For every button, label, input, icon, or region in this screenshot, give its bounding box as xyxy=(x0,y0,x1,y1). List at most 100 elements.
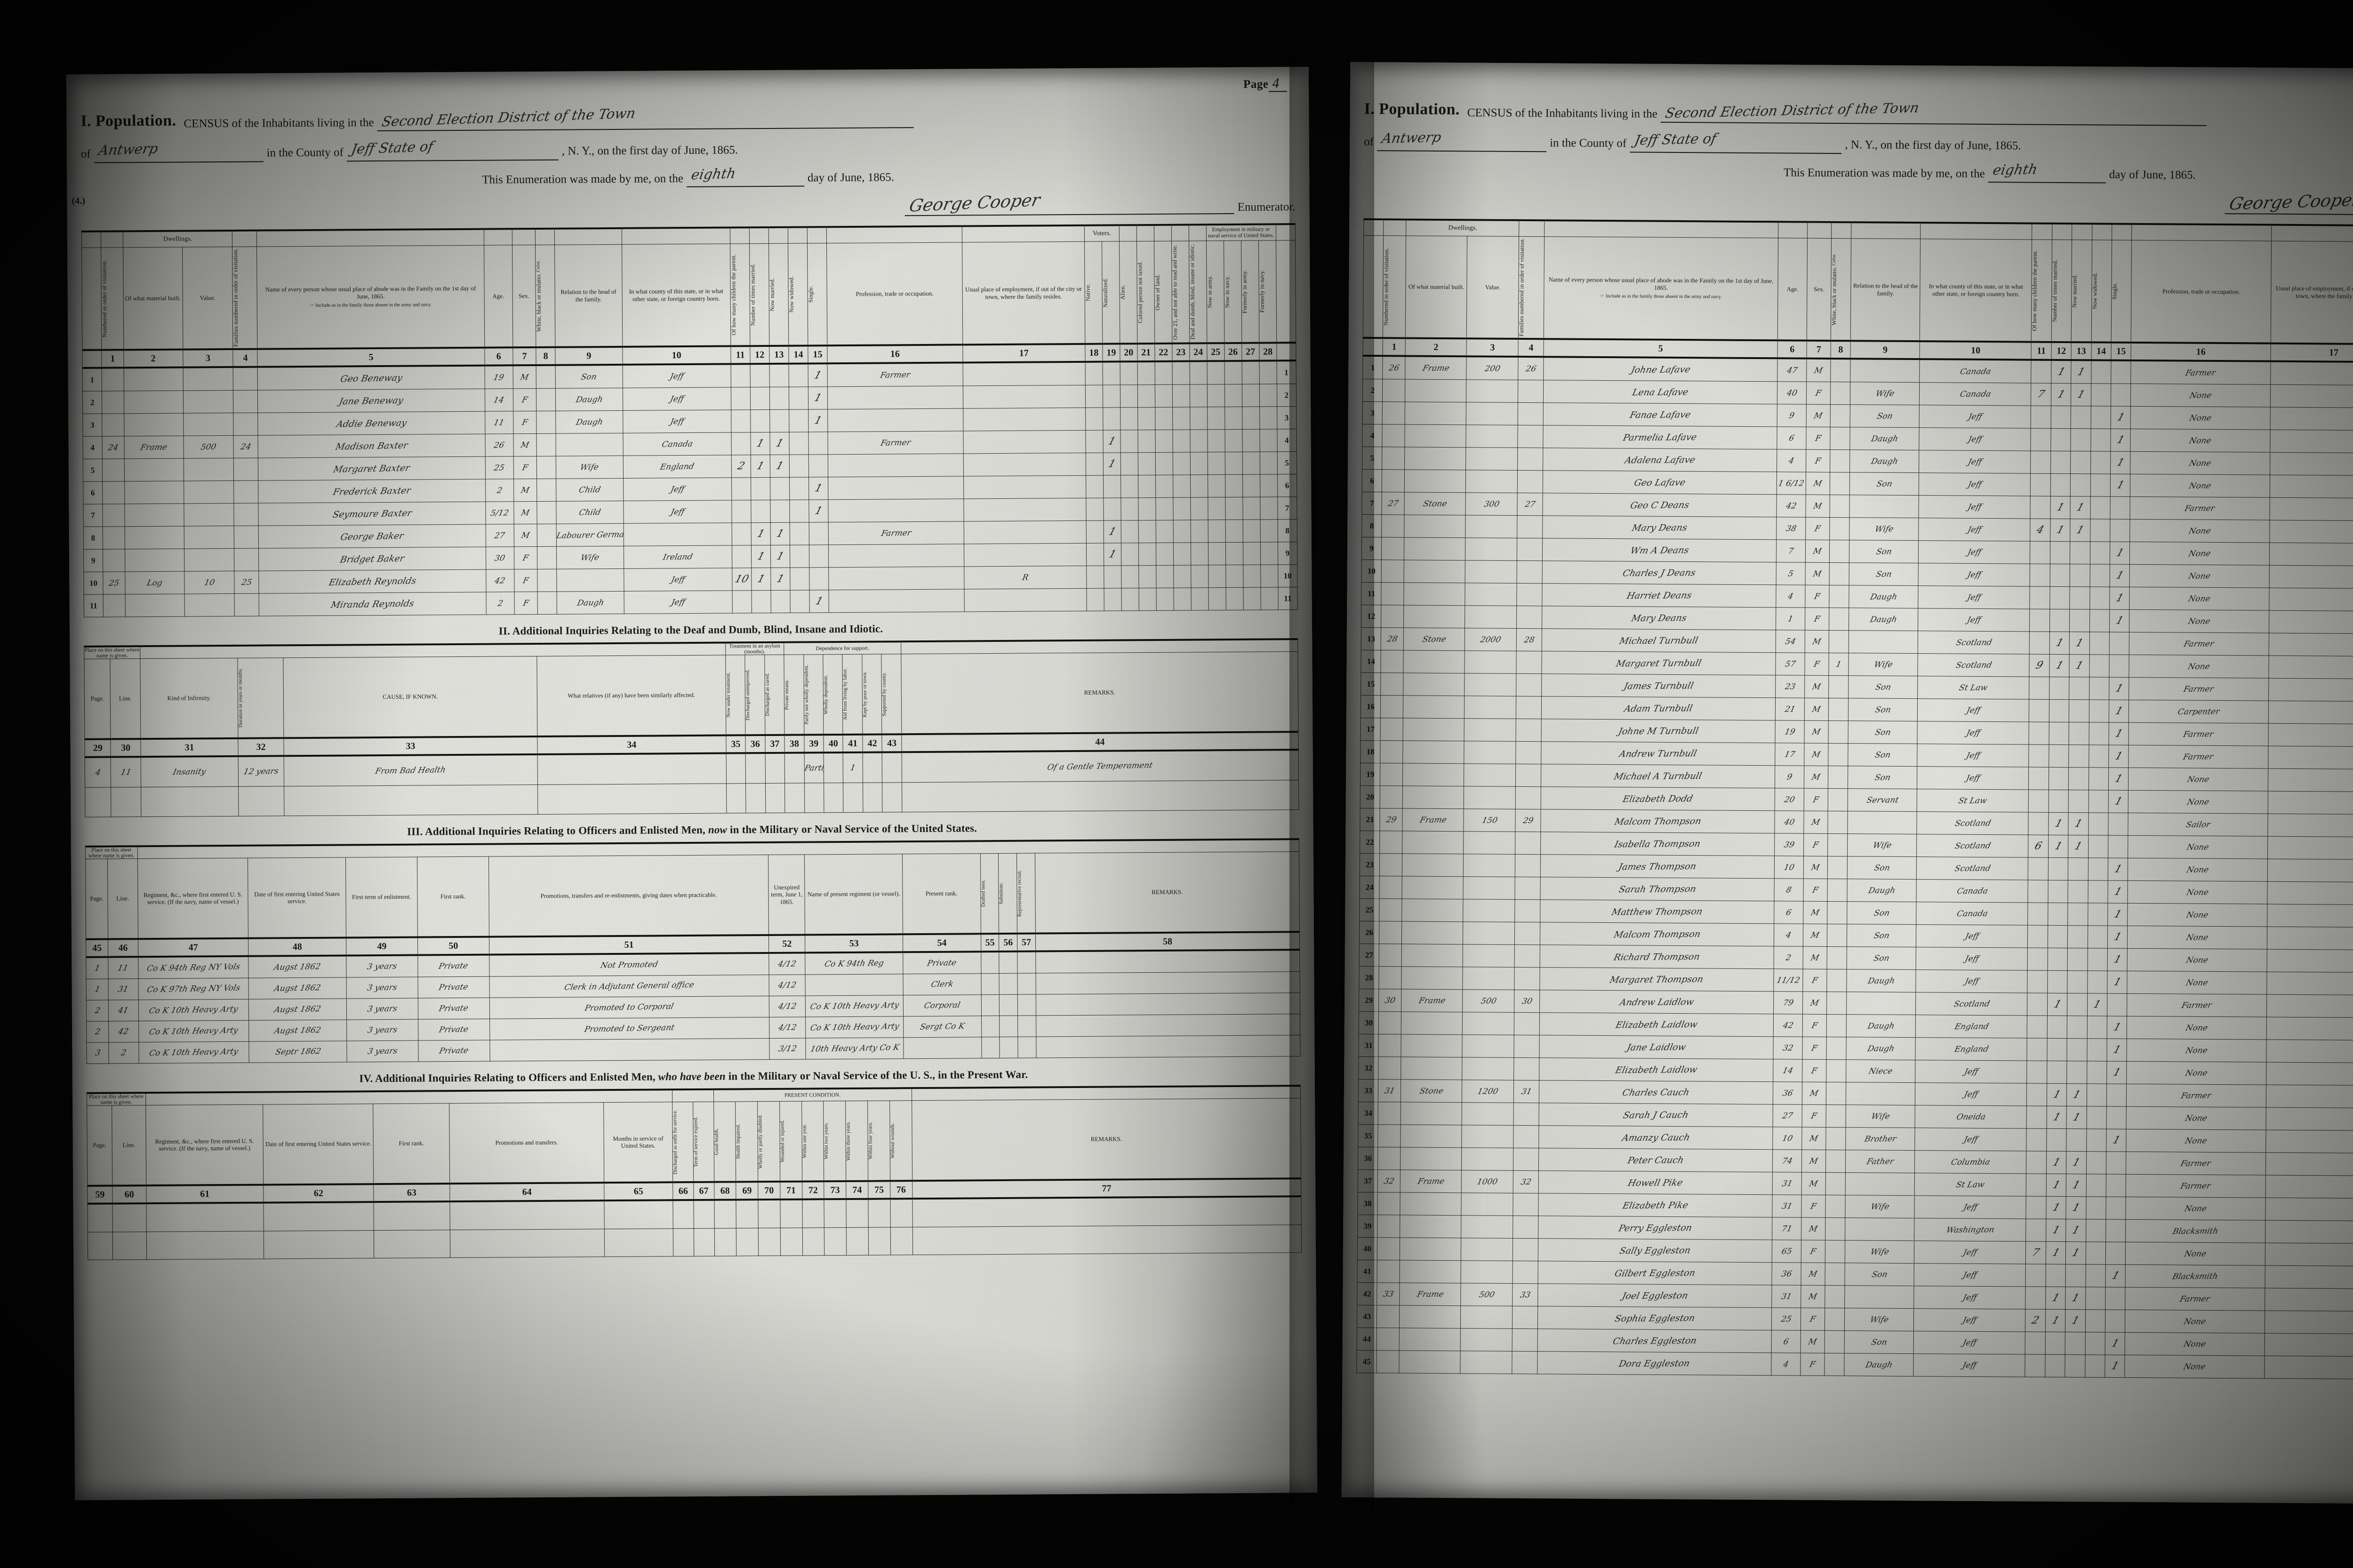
handwritten-entry: Fanae Lafave xyxy=(1629,409,1692,421)
colhead-50: First rank. xyxy=(417,856,489,937)
cell-widowed xyxy=(2087,1061,2107,1084)
cell-children xyxy=(2026,1219,2046,1242)
colhead-label-9: Relation to the head of the family. xyxy=(560,288,616,303)
handwritten-entry: Farmer xyxy=(2180,1159,2212,1168)
grp-blank-12 xyxy=(2072,224,2092,240)
cell-times: 1 xyxy=(751,545,771,568)
cell-c57 xyxy=(1017,951,1036,974)
cell-page xyxy=(85,787,112,817)
cell-single xyxy=(2110,519,2130,542)
colhead-69: Health impaired. xyxy=(735,1102,758,1182)
cell-sex: F xyxy=(1805,585,1830,608)
cell-family: 28 xyxy=(1516,628,1542,652)
cell-dwelling xyxy=(1379,898,1402,922)
cell-army xyxy=(1207,407,1225,430)
handwritten-entry: 31 xyxy=(1781,1201,1793,1211)
cell-material: Frame xyxy=(124,436,184,459)
cell-family xyxy=(1513,1148,1539,1171)
cell-sex: M xyxy=(1805,540,1830,563)
cell-family xyxy=(1518,402,1544,426)
cell-farnavy xyxy=(1260,497,1278,520)
cell-value xyxy=(1465,583,1517,606)
handwritten-entry: M xyxy=(519,372,530,383)
colnum-69: 69 xyxy=(736,1182,758,1200)
cell-color xyxy=(1825,1217,1846,1241)
cell-age: 31 xyxy=(1772,1195,1802,1218)
cell-sex: F xyxy=(514,592,538,615)
cell-single: 1 xyxy=(2108,768,2129,791)
handwritten-entry: M xyxy=(1810,908,1821,918)
cell-c55 xyxy=(981,1037,1000,1059)
cell-farnavy xyxy=(1259,407,1277,430)
cell-army xyxy=(1208,565,1226,588)
cell-regiment: Co K 94th Reg NY Vols xyxy=(138,956,249,979)
grp-blank-6 xyxy=(1807,222,1832,239)
colhead-label-45: Page. xyxy=(90,895,104,903)
colhead-22: Owner of land. xyxy=(1154,241,1172,344)
cell-times xyxy=(2048,925,2068,948)
cell-single: 1 xyxy=(2105,1332,2125,1355)
cell-married xyxy=(769,387,789,410)
colnum-53: 53 xyxy=(805,934,903,953)
cell-owner xyxy=(1155,452,1173,475)
handwritten-entry: Daugh xyxy=(1869,615,1898,624)
handwritten-entry: Daugh xyxy=(1866,1021,1896,1031)
cell-illit xyxy=(1173,475,1191,498)
cell-times xyxy=(2049,609,2070,632)
handwritten-entry: 1 xyxy=(2050,1224,2061,1237)
handwritten-entry: Co K 94th Reg NY Vols xyxy=(145,962,241,974)
handwritten-entry: Scotland xyxy=(1955,638,1993,648)
cell-unexpired: 4/12 xyxy=(769,975,806,996)
enumeration-line-a-right: This Enumeration was made by me, on the xyxy=(1783,166,1985,180)
cell-single: 1 xyxy=(808,500,829,523)
handwritten-entry: Johne Lafave xyxy=(1630,364,1691,376)
colhead-label-41: Aid from living by labor. xyxy=(842,668,848,720)
cell-material xyxy=(1402,763,1465,787)
cell-page xyxy=(88,1232,113,1260)
cell-relation: Wife xyxy=(1845,1240,1914,1264)
colnum-35: 35 xyxy=(726,735,746,753)
cell-material: Frame xyxy=(1400,1170,1462,1193)
cell-alien xyxy=(1121,543,1139,566)
cell-relation: Wife xyxy=(1847,834,1917,857)
handwritten-entry: 1 xyxy=(1835,659,1842,669)
handwritten-entry: 2 xyxy=(94,1027,101,1037)
cell-name: Elizabeth Laidlow xyxy=(1539,1058,1774,1082)
cell-age: 14 xyxy=(1773,1059,1803,1082)
colnum-60: 60 xyxy=(112,1185,146,1204)
colnum-25: 25 xyxy=(1207,343,1225,361)
cell-occupation xyxy=(827,386,963,410)
cell-color xyxy=(537,546,557,569)
colnum-56: 56 xyxy=(999,934,1017,952)
handwritten-entry: None xyxy=(2183,1317,2207,1327)
cell-sex: F xyxy=(1805,608,1829,631)
handwritten-entry: 29 xyxy=(1385,815,1398,825)
handwritten-entry: Wife xyxy=(579,462,600,472)
cell-employ xyxy=(2265,1152,2353,1176)
handwritten-entry: Elizabeth Laidlow xyxy=(1614,1019,1698,1031)
cell-value xyxy=(1461,1193,1513,1216)
cell-married xyxy=(2069,677,2089,700)
colhead-label-43: Supported by county. xyxy=(881,672,888,716)
cell-colored xyxy=(1137,361,1155,385)
colnum-22: 22 xyxy=(1154,344,1172,362)
colhead-label-10: In what county of this state, or in what… xyxy=(629,287,724,303)
handwritten-entry: 14 xyxy=(493,395,505,405)
colnum-39: 39 xyxy=(804,735,824,753)
cell-single xyxy=(2109,632,2129,655)
cell-army xyxy=(1208,497,1225,520)
handwritten-entry: 1 xyxy=(2073,840,2084,853)
cell-married: 1 xyxy=(2065,1309,2086,1333)
cell-page: 1 xyxy=(86,979,109,1000)
cell-age: 31 xyxy=(1772,1172,1802,1195)
cell-name: Andrew Laidlow xyxy=(1539,990,1774,1015)
cell-value xyxy=(1464,741,1516,764)
cell-material xyxy=(124,413,184,437)
handwritten-entry: 6 xyxy=(1782,1337,1790,1347)
cell-widowed xyxy=(790,545,809,568)
cell-alien xyxy=(1121,566,1139,589)
colhead-label-14: Now widowed. xyxy=(2091,272,2098,310)
cell-promotions xyxy=(450,1200,604,1231)
handwritten-entry: St Law xyxy=(1958,683,1989,693)
row-linenum-left: 4 xyxy=(82,436,103,459)
